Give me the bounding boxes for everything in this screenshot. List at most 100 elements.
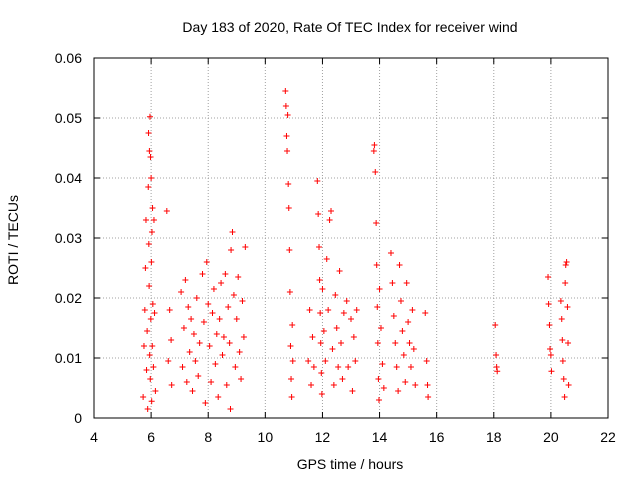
data-point xyxy=(212,361,219,367)
data-point xyxy=(150,217,157,223)
data-point xyxy=(140,343,147,349)
data-point xyxy=(492,322,499,328)
data-point xyxy=(227,406,234,412)
data-point xyxy=(145,241,152,247)
data-point xyxy=(493,364,500,370)
data-point xyxy=(339,376,346,382)
data-point xyxy=(186,349,193,355)
data-point xyxy=(563,259,570,265)
y-tick-label: 0.06 xyxy=(55,50,82,66)
data-point xyxy=(219,352,226,358)
data-point xyxy=(565,340,572,346)
data-point xyxy=(340,310,347,316)
data-point xyxy=(213,331,220,337)
data-point xyxy=(193,295,200,301)
data-point xyxy=(203,259,210,265)
data-point xyxy=(285,181,292,187)
data-point xyxy=(345,364,352,370)
data-point xyxy=(183,379,190,385)
data-point xyxy=(338,340,345,346)
data-point xyxy=(410,346,417,352)
x-tick-label: 12 xyxy=(315,429,331,445)
data-point xyxy=(230,292,237,298)
data-point xyxy=(202,400,209,406)
data-point xyxy=(562,280,569,286)
data-point xyxy=(147,154,154,160)
data-point xyxy=(215,394,222,400)
data-point xyxy=(289,358,296,364)
data-point xyxy=(147,316,154,322)
data-point xyxy=(376,286,383,292)
data-point xyxy=(218,280,225,286)
data-point xyxy=(285,205,292,211)
data-point xyxy=(375,376,382,382)
data-point xyxy=(547,346,554,352)
data-point xyxy=(210,286,217,292)
data-point xyxy=(328,208,335,214)
data-point xyxy=(220,334,227,340)
data-point xyxy=(282,88,289,94)
data-point xyxy=(208,379,215,385)
data-point xyxy=(565,382,572,388)
x-tick-label: 8 xyxy=(204,429,212,445)
data-point xyxy=(545,301,552,307)
data-point xyxy=(235,274,242,280)
data-point xyxy=(400,352,407,358)
data-point xyxy=(387,250,394,256)
data-point xyxy=(403,280,410,286)
data-point xyxy=(216,316,223,322)
y-axis-label: ROTI / TECUs xyxy=(5,195,21,285)
data-point xyxy=(389,280,396,286)
data-point xyxy=(322,358,329,364)
data-point xyxy=(145,130,152,136)
data-point xyxy=(168,382,175,388)
data-point xyxy=(314,178,321,184)
data-point xyxy=(402,379,409,385)
data-point xyxy=(147,376,154,382)
y-tick-label: 0.05 xyxy=(55,110,82,126)
data-point xyxy=(178,289,185,295)
data-point xyxy=(558,316,565,322)
data-point xyxy=(196,340,203,346)
data-point xyxy=(180,325,187,331)
data-point xyxy=(548,368,555,375)
data-point xyxy=(310,364,317,370)
data-point xyxy=(425,394,432,400)
data-point xyxy=(145,184,152,190)
data-point xyxy=(320,328,327,334)
data-point xyxy=(223,382,230,388)
data-point xyxy=(370,148,377,154)
data-point xyxy=(353,307,360,313)
data-point xyxy=(286,247,293,253)
y-axis-ticks: 0 0.01 0.02 0.03 0.04 0.05 0.06 xyxy=(55,50,608,426)
data-point xyxy=(332,292,339,298)
data-point xyxy=(335,364,342,370)
data-point xyxy=(350,334,357,340)
data-point xyxy=(390,313,397,319)
data-point xyxy=(373,220,380,226)
y-tick-label: 0.02 xyxy=(55,290,82,306)
x-tick-label: 14 xyxy=(372,429,388,445)
data-point xyxy=(148,175,155,181)
data-point xyxy=(375,397,382,403)
data-point xyxy=(399,328,406,334)
data-point xyxy=(151,310,158,316)
data-point xyxy=(287,343,294,349)
data-point xyxy=(371,142,378,148)
data-point xyxy=(148,398,155,405)
data-point xyxy=(309,334,316,340)
data-point xyxy=(150,364,157,370)
data-point xyxy=(373,262,380,268)
data-point xyxy=(405,319,412,325)
data-point xyxy=(318,391,325,397)
data-point xyxy=(406,340,413,346)
data-point xyxy=(317,310,324,316)
data-point xyxy=(146,352,153,358)
data-point xyxy=(144,406,151,412)
data-point xyxy=(348,316,354,322)
data-point xyxy=(560,376,567,382)
data-point xyxy=(149,301,156,307)
data-point xyxy=(308,382,315,388)
data-point xyxy=(393,364,400,370)
data-point xyxy=(165,358,172,364)
